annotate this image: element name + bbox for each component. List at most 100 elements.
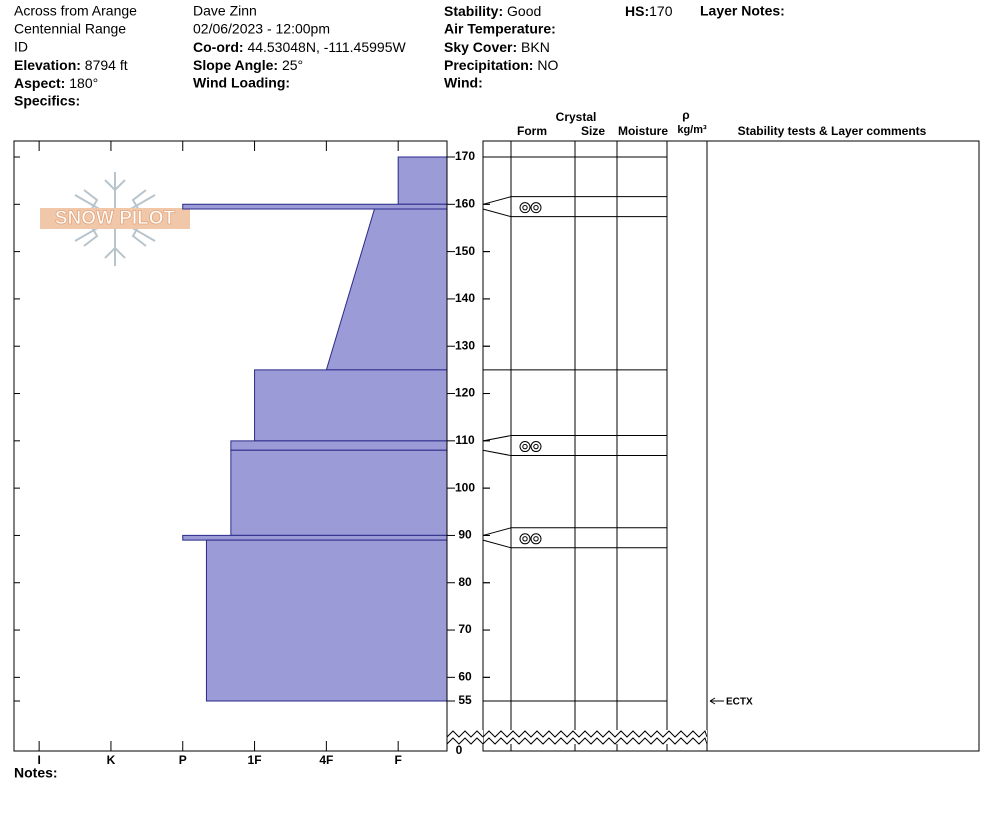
field: Slope Angle: 25°	[193, 57, 303, 73]
range: Centennial Range	[14, 21, 126, 37]
header: Stability tests & Layer comments	[738, 124, 927, 138]
grain-symbol	[522, 536, 528, 542]
datetime: 02/06/2023 - 12:00pm	[193, 21, 330, 37]
label: Co-ord:	[193, 39, 244, 55]
y-tick-label: 130	[455, 338, 475, 352]
grain-symbol	[522, 204, 528, 211]
grain-symbol	[533, 204, 539, 211]
grain-symbol	[533, 536, 539, 542]
field: Sky Cover: BKN	[444, 39, 550, 55]
field: HS:170	[625, 3, 673, 19]
break-line	[482, 737, 708, 745]
header: Size	[581, 124, 605, 138]
hardness-layer	[325, 208, 448, 371]
label: Layer Notes:	[700, 3, 785, 19]
x-tick-label: 4F	[319, 753, 333, 767]
state: ID	[14, 39, 28, 55]
y-tick-label: 100	[455, 480, 475, 494]
field: Precipitation: NO	[444, 57, 558, 73]
layer-connector	[482, 539, 512, 549]
layer-connector	[482, 435, 512, 442]
grain-symbol	[519, 441, 531, 453]
table-headers: Crystal Form Size Moisture ρ kg/m³ Stabi…	[517, 108, 927, 138]
value: 170	[649, 3, 673, 19]
grain-symbol	[530, 441, 542, 453]
layer-connector	[482, 449, 512, 457]
logo: SNOW PILOT	[40, 172, 190, 266]
label: Precipitation:	[444, 57, 533, 73]
y-tick-label: 110	[455, 433, 475, 447]
grain-symbol	[530, 202, 542, 214]
x-tick-label: 1F	[248, 753, 262, 767]
header: kg/m³	[677, 124, 707, 136]
y-tick-label: 170	[455, 149, 475, 163]
break-line	[446, 730, 484, 738]
header: Moisture	[618, 124, 668, 138]
y-tick-label: 90	[458, 528, 472, 542]
label: Air Temperature:	[444, 21, 556, 37]
y-tick-label: 55	[458, 693, 472, 707]
hardness-layer	[254, 369, 448, 442]
layer-connector	[482, 208, 512, 218]
x-tick-label: P	[179, 753, 187, 767]
header: Form	[517, 124, 547, 138]
test-arrow	[709, 697, 724, 705]
break-line	[482, 730, 708, 738]
observer: Dave Zinn	[193, 3, 257, 19]
grain-symbol	[522, 443, 528, 450]
value: Good	[507, 3, 541, 19]
grain-symbol	[519, 202, 531, 214]
grain-symbol	[519, 533, 531, 545]
label: Specifics:	[14, 93, 80, 109]
hardness-layer	[230, 440, 448, 451]
y-tick-label: 160	[455, 196, 475, 210]
label: Stability:	[444, 3, 503, 19]
logo-text: SNOW PILOT	[55, 208, 176, 229]
table-frame	[482, 140, 980, 752]
ground-label: 0	[456, 743, 463, 757]
location: Across from Arange	[14, 3, 137, 19]
value: 44.53048N, -111.45995W	[247, 39, 406, 55]
x-tick-label: K	[107, 753, 116, 767]
grain-symbol	[533, 443, 539, 450]
hardness-layer	[182, 534, 448, 541]
label: Wind:	[444, 75, 483, 91]
hardness-layer	[230, 449, 448, 536]
label: Elevation:	[14, 57, 81, 73]
field: Stability: Good	[444, 3, 541, 19]
snowflake	[83, 179, 147, 259]
layer-connector	[482, 527, 512, 536]
field: Co-ord: 44.53048N, -111.45995W	[193, 39, 406, 55]
field: Aspect: 180°	[14, 75, 98, 91]
value: 8794 ft	[85, 57, 128, 73]
value: 180°	[69, 75, 98, 91]
value: 25°	[282, 57, 303, 73]
grain-symbol	[530, 533, 542, 545]
label: Aspect:	[14, 75, 65, 91]
hardness-layer	[397, 156, 448, 205]
field: Elevation: 8794 ft	[14, 57, 128, 73]
header: Across from Arange Centennial Range ID E…	[14, 3, 785, 781]
header: ρ	[682, 108, 689, 122]
label: HS:	[625, 3, 649, 19]
logo-band	[40, 208, 190, 229]
x-tick-label: F	[394, 753, 401, 767]
header: Crystal	[556, 110, 597, 124]
layer-connector	[482, 196, 512, 205]
hardness-layer	[205, 539, 448, 702]
y-tick-label: 70	[458, 622, 472, 636]
plot: 170 160 150 140 130 120 110 100 90 80 70 60 55 0 I K P 1F…	[13, 140, 980, 767]
label: Wind Loading:	[193, 75, 290, 91]
test-result: ECTX	[726, 697, 753, 708]
hardness-layer	[182, 203, 448, 210]
break-line	[446, 737, 484, 745]
value: BKN	[521, 39, 550, 55]
value: NO	[537, 57, 558, 73]
label: Slope Angle:	[193, 57, 278, 73]
x-tick-label: I	[37, 753, 40, 767]
y-tick-label: 120	[455, 386, 475, 400]
y-tick-label: 150	[455, 244, 475, 258]
label: Sky Cover:	[444, 39, 517, 55]
y-tick-label: 60	[458, 670, 472, 684]
